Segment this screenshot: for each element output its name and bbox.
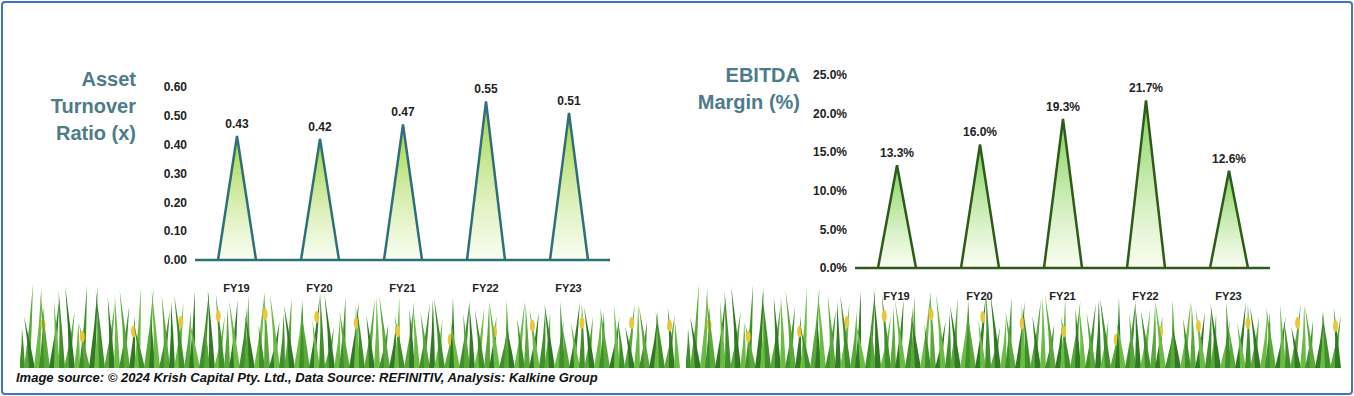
svg-text:21.7%: 21.7%	[1129, 81, 1163, 95]
svg-text:FY20: FY20	[966, 290, 992, 302]
svg-text:FY19: FY19	[223, 282, 249, 294]
html-text:Asset Turnover Ratio (x): Asset Turnover Ratio (x)	[50, 68, 136, 144]
svg-text:0.55: 0.55	[474, 82, 498, 96]
svg-text:FY21: FY21	[389, 282, 415, 294]
svg-text:16.0%: 16.0%	[963, 125, 997, 139]
svg-text:0.43: 0.43	[225, 117, 249, 131]
svg-text:12.6%: 12.6%	[1212, 152, 1246, 166]
svg-text:10.0%: 10.0%	[813, 184, 847, 198]
svg-text:FY19: FY19	[883, 290, 909, 302]
html-text:Image source: © 2024 Krish Cap: Image source: © 2024 Krish Capital Pty. …	[16, 370, 598, 385]
svg-text:0.51: 0.51	[557, 94, 581, 108]
svg-text:0.20: 0.20	[164, 196, 188, 210]
svg-text:0.10: 0.10	[164, 224, 188, 238]
svg-text:5.0%: 5.0%	[820, 223, 848, 237]
html-text:EBITDA Margin (%): EBITDA Margin (%)	[697, 64, 800, 113]
svg-text:FY22: FY22	[1132, 290, 1158, 302]
svg-text:13.3%: 13.3%	[880, 146, 914, 160]
svg-text:20.0%: 20.0%	[813, 107, 847, 121]
svg-text:0.00: 0.00	[164, 253, 188, 267]
svg-text:0.47: 0.47	[391, 105, 415, 119]
svg-text:FY23: FY23	[1215, 290, 1241, 302]
svg-text:0.42: 0.42	[308, 120, 332, 134]
svg-text:FY21: FY21	[1049, 290, 1075, 302]
svg-text:0.50: 0.50	[164, 109, 188, 123]
svg-text:0.30: 0.30	[164, 167, 188, 181]
svg-text:15.0%: 15.0%	[813, 145, 847, 159]
svg-text:25.0%: 25.0%	[813, 68, 847, 82]
svg-text:FY23: FY23	[555, 282, 581, 294]
svg-text:19.3%: 19.3%	[1046, 100, 1080, 114]
svg-text:FY20: FY20	[306, 282, 332, 294]
svg-text:0.60: 0.60	[164, 80, 188, 94]
svg-text:FY22: FY22	[472, 282, 498, 294]
svg-text:0.0%: 0.0%	[820, 261, 848, 275]
svg-text:0.40: 0.40	[164, 138, 188, 152]
